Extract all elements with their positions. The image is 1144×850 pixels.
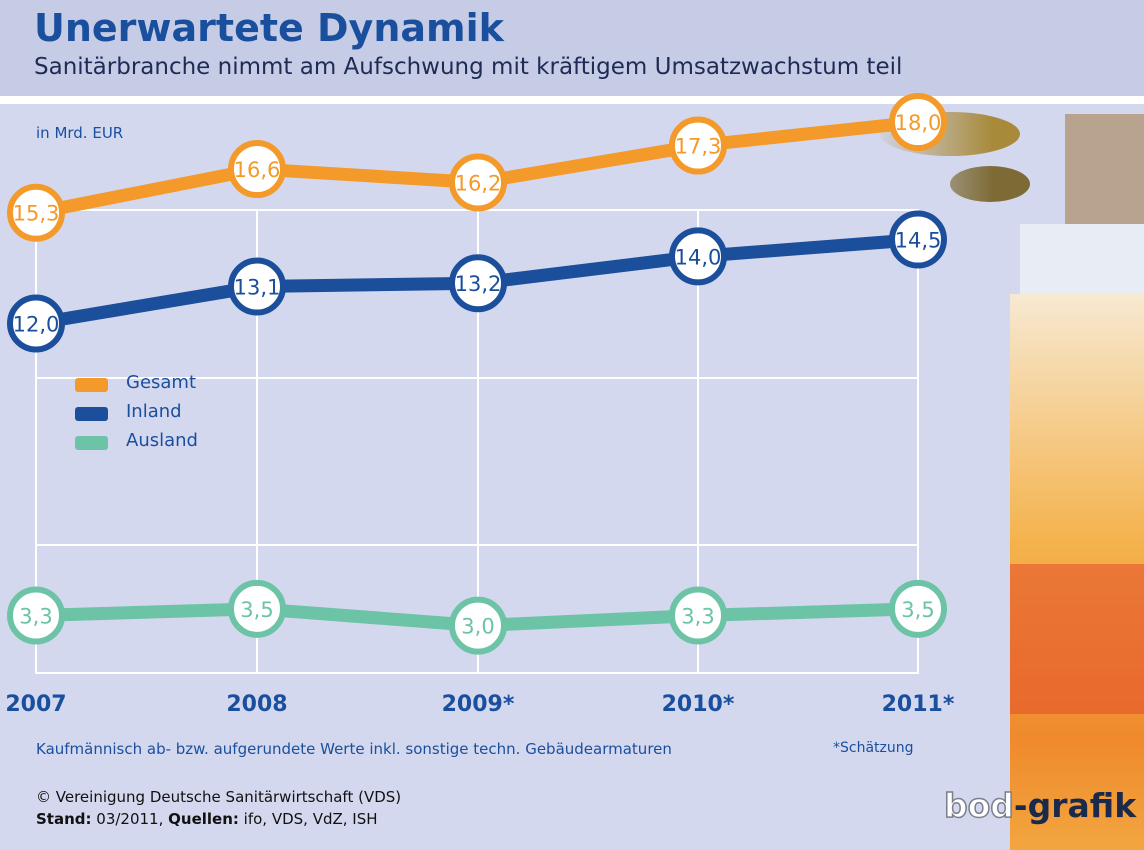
legend-label-ausland: Ausland — [126, 430, 198, 451]
marker-ausland — [889, 579, 947, 638]
data-label-gesamt: 17,3 — [675, 135, 722, 159]
marker-ausland — [669, 586, 727, 645]
data-label-inland: 13,1 — [234, 276, 281, 300]
marker-inland — [7, 294, 65, 353]
estimate-note: *Schätzung — [833, 740, 914, 756]
marker-gesamt — [228, 140, 286, 199]
marker-gesamt — [7, 183, 65, 242]
data-label-gesamt: 15,3 — [13, 202, 60, 226]
legend-label-gesamt: Gesamt — [126, 372, 197, 393]
marker-ausland — [228, 579, 286, 638]
sources-value: ifo, VDS, VdZ, ISH — [238, 810, 378, 828]
marker-gesamt — [449, 153, 507, 212]
copyright: © Vereinigung Deutsche Sanitärwirtschaft… — [36, 788, 402, 806]
unit-label: in Mrd. EUR — [36, 124, 124, 142]
data-label-ausland: 3,3 — [19, 605, 52, 629]
marker-ausland — [449, 596, 507, 655]
header-band — [0, 0, 1144, 96]
sources-label: Quellen: — [168, 810, 239, 828]
bod-grafik-logo: bod-grafik — [943, 785, 1137, 826]
data-label-inland: 14,5 — [895, 229, 942, 253]
data-label-ausland: 3,5 — [901, 598, 934, 622]
data-label-gesamt: 18,0 — [895, 111, 942, 135]
data-label-inland: 14,0 — [675, 245, 722, 269]
stand-value: 03/2011, — [91, 810, 169, 828]
data-label-inland: 13,2 — [455, 272, 502, 296]
data-label-inland: 12,0 — [13, 312, 60, 336]
x-tick-label: 2009* — [442, 692, 515, 717]
logo-part-grafik: -grafik — [1013, 786, 1137, 825]
data-label-gesamt: 16,6 — [234, 158, 281, 182]
legend-swatch-gesamt — [75, 378, 108, 392]
euro-banknotes-image — [870, 104, 1144, 850]
data-label-gesamt: 16,2 — [455, 171, 502, 195]
stand-label: Stand: — [36, 810, 92, 828]
logo-part-bod: bod — [943, 785, 1014, 826]
data-label-ausland: 3,3 — [681, 605, 714, 629]
marker-inland — [669, 227, 727, 286]
marker-gesamt — [889, 93, 947, 152]
legend-swatch-inland — [75, 407, 108, 421]
marker-inland — [228, 257, 286, 316]
legend-label-inland: Inland — [126, 401, 182, 422]
x-tick-label: 2007 — [5, 692, 66, 717]
chart-subtitle: Sanitärbranche nimmt am Aufschwung mit k… — [34, 54, 903, 80]
header-divider — [0, 96, 1144, 104]
x-tick-label: 2008 — [226, 692, 287, 717]
chart-title: Unerwartete Dynamik — [34, 6, 504, 50]
marker-gesamt — [669, 116, 727, 175]
marker-ausland — [7, 586, 65, 645]
data-label-ausland: 3,5 — [240, 598, 273, 622]
x-tick-label: 2010* — [662, 692, 735, 717]
footnote: Kaufmännisch ab- bzw. aufgerundete Werte… — [36, 740, 672, 758]
data-label-ausland: 3,0 — [461, 615, 494, 639]
x-tick-label: 2011* — [882, 692, 955, 717]
source-line: Stand: 03/2011, Quellen: ifo, VDS, VdZ, … — [36, 810, 378, 828]
marker-inland — [449, 254, 507, 313]
marker-inland — [889, 210, 947, 269]
legend-swatch-ausland — [75, 436, 108, 450]
